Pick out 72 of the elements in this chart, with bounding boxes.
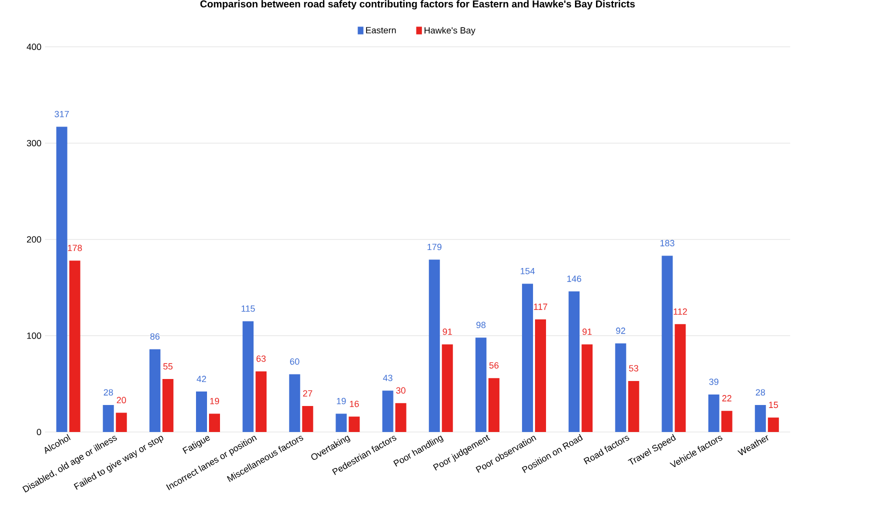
- y-tick-label: 400: [26, 44, 42, 50]
- bar: [336, 414, 347, 432]
- data-label: 42: [196, 376, 206, 382]
- bar: [428, 260, 440, 432]
- bar: [522, 284, 534, 432]
- bar: [721, 410, 732, 432]
- data-label: 15: [769, 402, 778, 408]
- data-label: 56: [489, 362, 499, 369]
- bar: [116, 412, 127, 432]
- data-label: 20: [116, 396, 126, 404]
- data-label: 92: [616, 328, 626, 334]
- data-label: 43: [383, 374, 392, 382]
- data-label: 178: [68, 244, 82, 252]
- data-label: 179: [428, 244, 442, 250]
- bar: [289, 374, 300, 432]
- bar: [708, 394, 720, 432]
- data-label: 30: [396, 387, 406, 394]
- data-label: 115: [242, 306, 255, 312]
- bar: [302, 406, 314, 432]
- data-label: 22: [722, 395, 732, 402]
- data-label: 16: [350, 400, 359, 408]
- bar: [242, 321, 254, 432]
- data-label: 27: [303, 390, 312, 397]
- bar: [102, 405, 114, 432]
- bar: [162, 379, 174, 432]
- data-label: 91: [582, 328, 592, 335]
- bar: [395, 403, 406, 432]
- bar: [69, 260, 80, 432]
- bar: [568, 291, 580, 432]
- y-tick-label: 200: [26, 236, 42, 243]
- data-label: 154: [520, 268, 535, 274]
- y-tick-label: 100: [27, 332, 42, 339]
- data-label: 91: [442, 328, 452, 335]
- bar: [535, 319, 546, 432]
- bar: [475, 338, 486, 432]
- data-label: 60: [290, 358, 300, 365]
- data-label: 53: [629, 365, 638, 372]
- data-label: 183: [660, 240, 674, 246]
- data-label: 317: [54, 110, 69, 118]
- data-label: 98: [476, 322, 486, 328]
- bar: [56, 126, 68, 432]
- data-label: 112: [674, 308, 687, 315]
- data-label: 146: [567, 276, 582, 282]
- legend-label: Hawke's Bay: [424, 26, 476, 36]
- chart-title: Comparison between road safety contributing factors for Eastern and Hawke's Bay Districts: [200, 0, 635, 10]
- data-label: 19: [210, 398, 220, 404]
- legend-label: Eastern: [366, 27, 396, 34]
- data-label: 117: [534, 304, 548, 310]
- bar: [754, 405, 766, 432]
- y-tick-label: 0: [36, 428, 42, 436]
- bar: [442, 344, 453, 432]
- bar: [488, 378, 500, 432]
- data-label: 63: [256, 355, 266, 362]
- bar: [662, 256, 673, 432]
- bar: [628, 380, 640, 432]
- data-label: 28: [104, 389, 113, 396]
- bar: [149, 349, 160, 432]
- y-tick-label: 300: [26, 140, 42, 146]
- bar: [768, 418, 779, 432]
- bar: [256, 371, 267, 432]
- data-label: 86: [150, 333, 160, 340]
- data-label: 55: [163, 363, 173, 370]
- data-label: 19: [336, 398, 346, 404]
- bar: [196, 392, 208, 432]
- bar: [382, 390, 394, 432]
- data-label: 28: [756, 389, 765, 396]
- bar: [615, 343, 626, 432]
- bar: [348, 416, 360, 432]
- bar: [674, 324, 686, 432]
- bar: [582, 344, 593, 432]
- bar: [209, 414, 220, 432]
- data-label: 39: [709, 378, 718, 385]
